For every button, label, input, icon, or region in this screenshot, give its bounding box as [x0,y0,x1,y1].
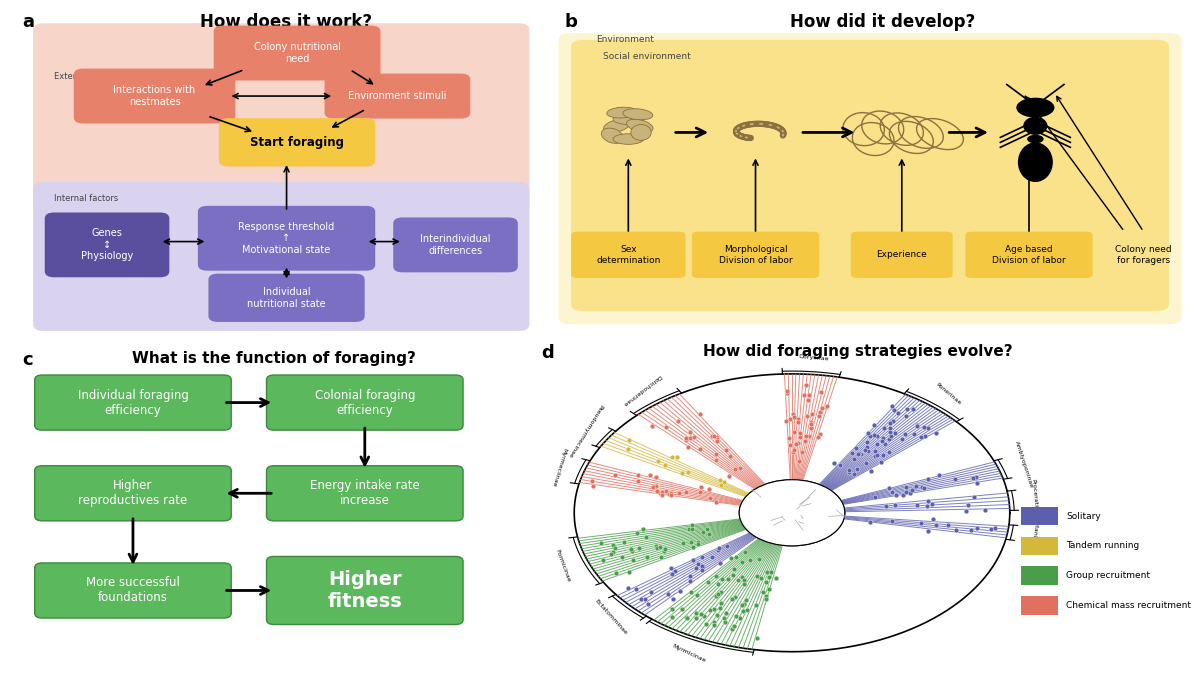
Text: Colony nutritional
need: Colony nutritional need [253,43,341,64]
Text: Colonial foraging
efficiency: Colonial foraging efficiency [314,389,415,416]
Ellipse shape [623,109,653,119]
FancyBboxPatch shape [44,213,169,277]
Text: Amblyoponinae: Amblyoponinae [1014,441,1034,489]
FancyBboxPatch shape [214,26,380,80]
Ellipse shape [601,128,624,143]
FancyBboxPatch shape [34,23,529,212]
Text: Myrmicinae: Myrmicinae [671,644,707,664]
FancyBboxPatch shape [571,232,685,278]
Text: Leptanillinae: Leptanillinae [1028,514,1039,555]
Ellipse shape [739,480,845,546]
Text: How did foraging strategies evolve?: How did foraging strategies evolve? [703,344,1013,359]
FancyBboxPatch shape [35,563,232,618]
Ellipse shape [613,114,643,124]
Text: Environment: Environment [596,35,654,45]
Text: Individual
nutritional state: Individual nutritional state [247,287,326,308]
Ellipse shape [626,119,653,132]
Text: How did it develop?: How did it develop? [790,14,976,31]
Text: Genes
↕
Physiology: Genes ↕ Physiology [80,228,133,261]
Text: Formicinae: Formicinae [554,549,571,583]
Text: Start foraging: Start foraging [250,136,344,149]
Text: Social environment: Social environment [602,52,691,61]
Ellipse shape [1024,117,1048,135]
FancyBboxPatch shape [266,466,463,521]
Text: Solitary: Solitary [1066,512,1100,520]
Text: Chemical mass recruitment: Chemical mass recruitment [1066,601,1190,610]
Text: Experience: Experience [876,250,928,259]
Text: b: b [565,14,577,31]
Text: Interindividual
differences: Interindividual differences [420,234,491,256]
Text: What is the function of foraging?: What is the function of foraging? [132,351,416,366]
Text: Dolichoderinae: Dolichoderinae [622,373,662,407]
FancyBboxPatch shape [966,232,1092,278]
FancyBboxPatch shape [198,206,376,271]
Text: Interactions with
nestmates: Interactions with nestmates [114,85,196,107]
Text: More successful
foundations: More successful foundations [86,576,180,605]
FancyBboxPatch shape [324,74,470,119]
Text: c: c [22,351,32,369]
FancyBboxPatch shape [1021,566,1058,585]
FancyBboxPatch shape [209,273,365,322]
Text: Sex
determination: Sex determination [596,245,660,265]
FancyBboxPatch shape [218,118,376,167]
Text: Ponerinae: Ponerinae [935,381,962,406]
Text: Environment stimuli: Environment stimuli [348,91,446,101]
Text: a: a [23,14,35,31]
Text: d: d [541,344,554,362]
Ellipse shape [1018,142,1052,182]
FancyBboxPatch shape [266,556,463,624]
Text: Proceratiinae: Proceratiinae [1031,479,1039,520]
Ellipse shape [613,134,643,144]
Text: Internal factors: Internal factors [54,194,119,203]
Text: How does it work?: How does it work? [200,14,373,31]
Text: Dorylinae: Dorylinae [798,354,829,362]
Ellipse shape [607,107,637,118]
Text: Individual foraging
efficiency: Individual foraging efficiency [78,389,188,416]
FancyBboxPatch shape [266,375,463,430]
Ellipse shape [604,119,630,132]
FancyBboxPatch shape [1021,596,1058,615]
FancyBboxPatch shape [692,232,820,278]
FancyBboxPatch shape [558,33,1182,324]
Text: Higher
reproductives rate: Higher reproductives rate [78,479,187,508]
Text: Age based
Division of labor: Age based Division of labor [992,245,1066,265]
Text: Myrmeciinae: Myrmeciinae [551,448,568,487]
FancyBboxPatch shape [1021,537,1058,555]
Text: External factors: External factors [54,72,121,81]
Text: Higher
fitness: Higher fitness [328,570,402,611]
Text: Morphological
Division of labor: Morphological Division of labor [719,245,792,265]
Text: Ectatomminae: Ectatomminae [594,598,628,636]
Circle shape [1016,98,1055,117]
FancyBboxPatch shape [571,40,1169,311]
Ellipse shape [631,124,652,140]
Text: Response threshold
↑
Motivational state: Response threshold ↑ Motivational state [239,221,335,255]
FancyBboxPatch shape [34,182,529,331]
FancyBboxPatch shape [35,466,232,521]
FancyBboxPatch shape [851,232,953,278]
Text: Group recruitment: Group recruitment [1066,571,1150,580]
Text: Colony need
for foragers: Colony need for foragers [1115,245,1171,265]
Text: Tandem running: Tandem running [1066,541,1139,550]
Circle shape [1027,135,1044,143]
Text: Pseudomyrmecinae: Pseudomyrmecinae [566,403,604,458]
FancyBboxPatch shape [394,217,518,272]
FancyBboxPatch shape [35,375,232,430]
FancyBboxPatch shape [73,69,235,124]
FancyBboxPatch shape [1021,507,1058,525]
Text: Energy intake rate
increase: Energy intake rate increase [310,479,420,508]
